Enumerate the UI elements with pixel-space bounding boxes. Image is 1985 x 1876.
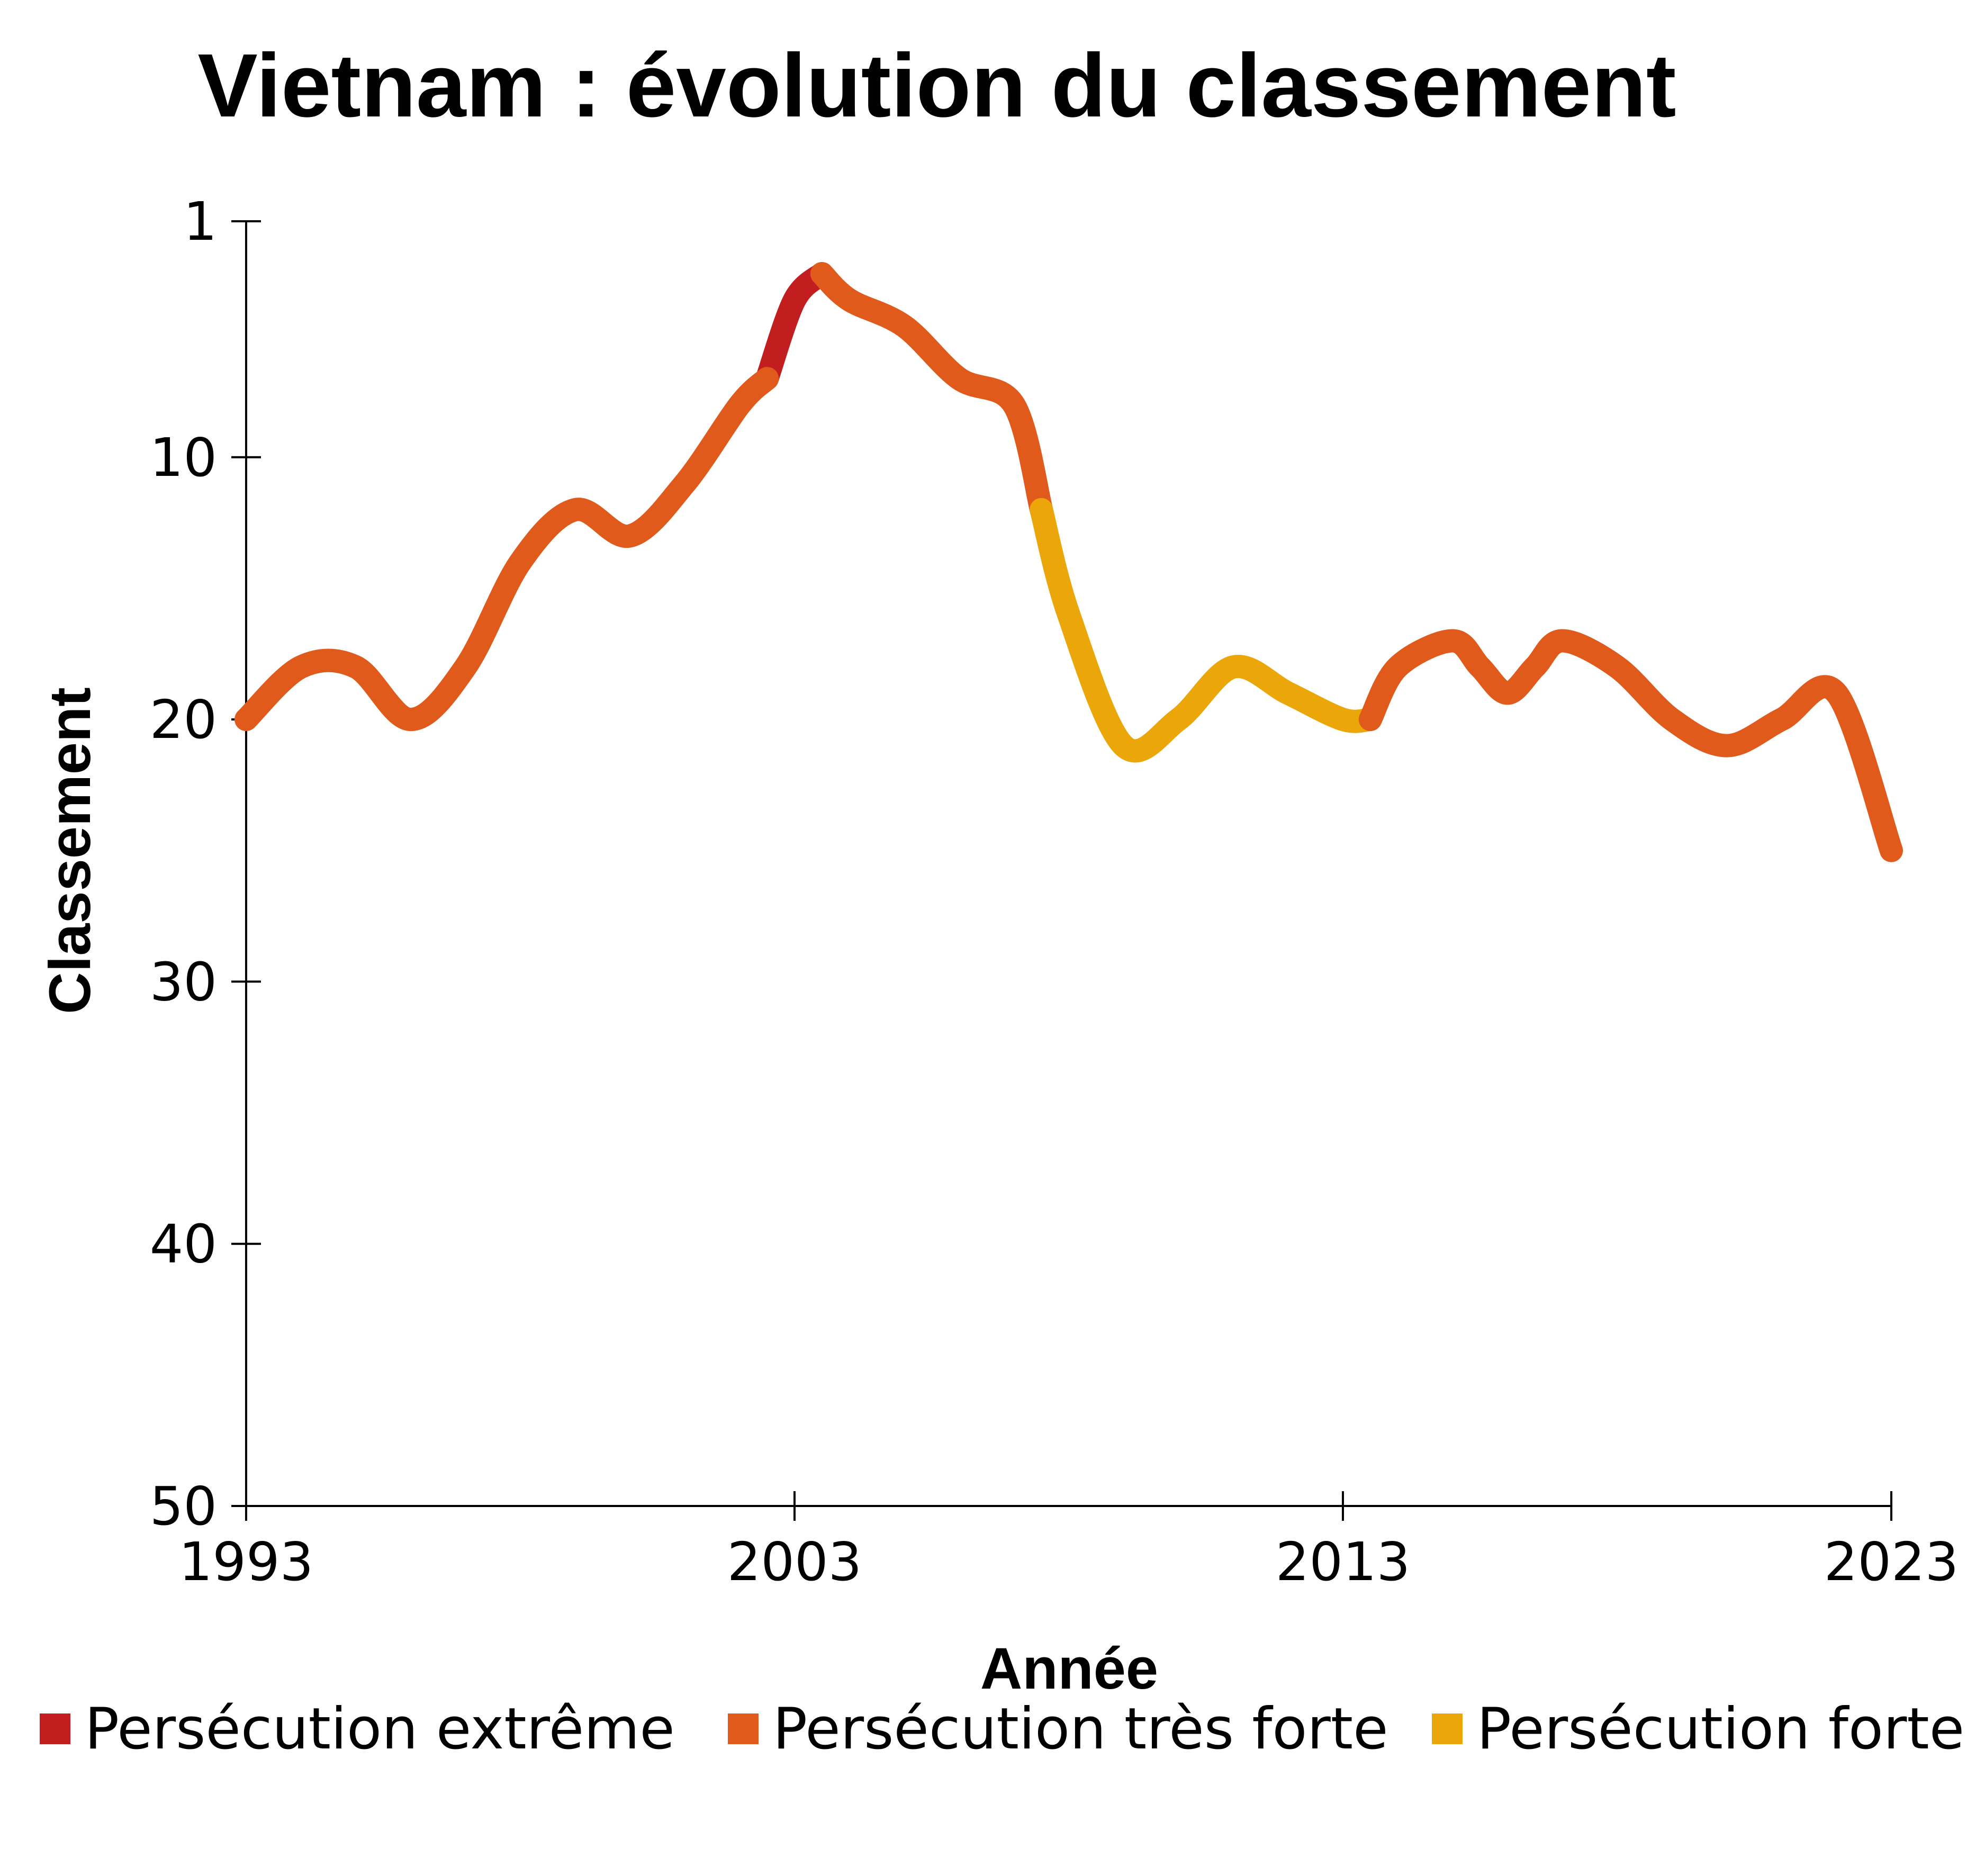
legend-swatch (728, 1713, 759, 1744)
legend-label: Persécution très forte (773, 1696, 1388, 1762)
y-tick-label: 40 (150, 1213, 217, 1275)
x-tick-label: 2003 (727, 1531, 862, 1593)
y-tick-label: 10 (150, 427, 217, 489)
x-tick-label: 1993 (179, 1531, 314, 1593)
x-tick-label: 2013 (1276, 1531, 1411, 1593)
series-line-4 (1030, 498, 1382, 763)
chart-title: Vietnam : évolution du classement (197, 35, 1676, 136)
x-axis-title: Année (980, 1636, 1158, 1701)
x-tick-label: 2023 (1824, 1531, 1959, 1593)
legend-label: Persécution extrême (85, 1696, 675, 1762)
y-axis-title: Classement (38, 687, 103, 1014)
series-line-2 (234, 367, 779, 732)
series-line-1 (755, 262, 834, 391)
legend: Persécution extrême Persécution très fort… (40, 1696, 1964, 1762)
series-line-3 (810, 262, 1053, 521)
series-layer (234, 262, 1903, 862)
legend-swatch (40, 1713, 70, 1744)
y-tick-label: 20 (150, 689, 217, 751)
series-line-5 (1358, 629, 1903, 862)
y-tick-label: 1 (183, 191, 217, 252)
legend-label: Persécution forte (1477, 1696, 1964, 1762)
y-tick-label: 30 (150, 951, 217, 1013)
legend-swatch (1432, 1713, 1463, 1744)
y-tick-label: 50 (150, 1475, 217, 1537)
